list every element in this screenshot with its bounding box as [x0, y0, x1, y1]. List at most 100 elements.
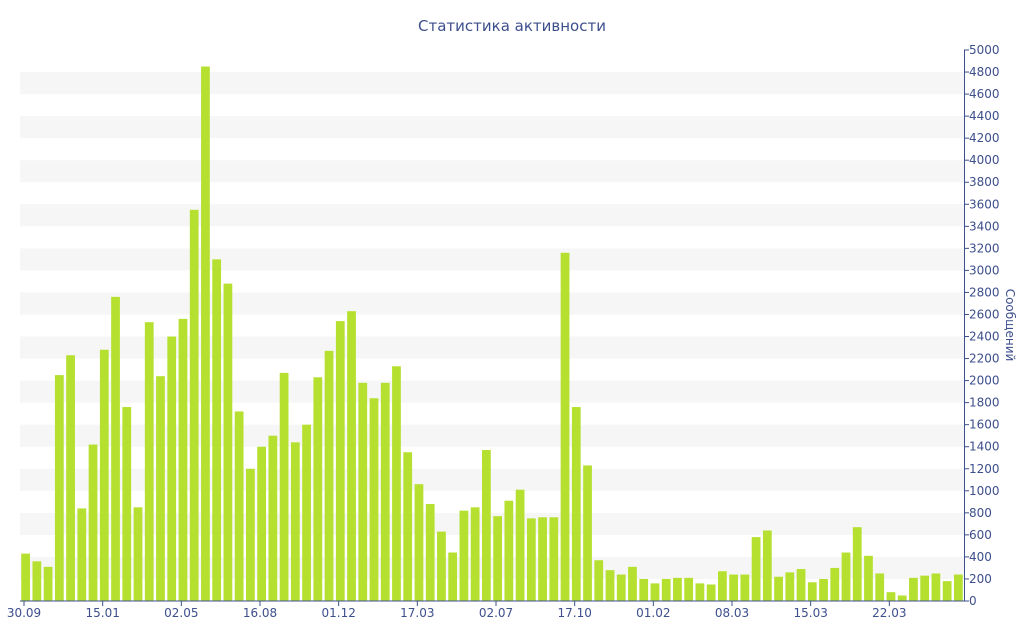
bar — [448, 552, 458, 601]
bar — [482, 450, 491, 601]
bar — [796, 569, 806, 601]
bar — [88, 444, 98, 601]
bar — [549, 517, 559, 601]
y-tick-label: 4800 — [969, 65, 1000, 79]
bar — [661, 578, 671, 601]
bar — [909, 577, 918, 601]
bar — [729, 574, 739, 601]
bar — [156, 376, 165, 601]
grid-band — [20, 336, 964, 359]
bar — [437, 531, 446, 601]
bar — [246, 468, 255, 601]
bar — [616, 574, 626, 601]
y-tick-label: 600 — [969, 528, 992, 542]
y-tick-label: 1000 — [969, 484, 1000, 498]
y-ticks: 0 200 400 600 800 1000 1200 1400 1600 1800 2000 220… — [964, 43, 1000, 608]
grid-band — [20, 204, 964, 227]
bar — [897, 595, 907, 601]
bar — [605, 570, 615, 601]
bar — [122, 407, 132, 601]
y-tick-label: 5000 — [969, 43, 1000, 57]
bar — [66, 355, 75, 601]
bar — [234, 411, 244, 601]
grid-band — [20, 424, 964, 447]
x-tick-label: 22.03 — [872, 606, 906, 620]
y-tick-label: 4400 — [969, 109, 1000, 123]
bar — [594, 560, 604, 601]
bar — [684, 577, 694, 601]
x-tick-label: 01.12 — [321, 606, 355, 620]
bar — [830, 567, 840, 601]
x-tick-label: 15.03 — [793, 606, 827, 620]
bar — [111, 296, 120, 601]
bar — [493, 516, 503, 601]
bar — [32, 561, 42, 601]
bar — [762, 530, 772, 601]
y-tick-label: 2200 — [969, 352, 1000, 366]
y-tick-label: 400 — [969, 550, 992, 564]
y-tick-label: 2400 — [969, 330, 1000, 344]
y-tick-label: 4600 — [969, 87, 1000, 101]
bar — [425, 504, 435, 601]
x-ticks: 30.09 15.01 02.05 16.08 01.12 17.03 02.07 17.10… — [7, 601, 907, 620]
bar — [99, 349, 109, 601]
bar — [223, 283, 233, 601]
bar — [538, 517, 547, 601]
grid-band — [20, 512, 964, 535]
y-tick-label: 1800 — [969, 396, 1000, 410]
y-tick-label: 3800 — [969, 175, 1000, 189]
grid-band — [20, 72, 964, 95]
y-tick-label: 1400 — [969, 440, 1000, 454]
y-tick-label: 2800 — [969, 285, 1000, 299]
bars — [21, 66, 963, 602]
y-tick-label: 2000 — [969, 374, 1000, 388]
bar — [650, 583, 660, 601]
bar — [920, 575, 930, 601]
y-tick-label: 3000 — [969, 263, 1000, 277]
bar — [358, 382, 368, 601]
y-axis-label: Сообщений — [1003, 289, 1017, 362]
x-tick-label: 02.07 — [479, 606, 513, 620]
y-tick-label: 800 — [969, 506, 992, 520]
bar — [167, 336, 177, 601]
bar — [864, 555, 873, 601]
bar — [706, 584, 716, 601]
y-tick-label: 200 — [969, 572, 992, 586]
y-tick-label: 3400 — [969, 219, 1000, 233]
bar — [751, 537, 761, 601]
bar — [785, 572, 795, 601]
bar — [212, 259, 222, 601]
bar — [931, 573, 941, 601]
bar — [504, 500, 514, 601]
bar — [852, 527, 862, 601]
bar — [628, 566, 637, 601]
x-tick-label: 17.03 — [400, 606, 434, 620]
bar — [560, 252, 570, 601]
x-tick-label: 30.09 — [7, 606, 41, 620]
bar — [189, 209, 199, 602]
y-tick-label: 2600 — [969, 307, 1000, 321]
bar — [279, 372, 289, 601]
x-tick-label: 15.01 — [85, 606, 119, 620]
x-tick-label: 08.03 — [715, 606, 749, 620]
bar — [335, 321, 345, 601]
bar — [201, 66, 210, 601]
bar — [841, 552, 851, 601]
bar — [133, 507, 143, 601]
bar — [414, 484, 424, 601]
bar — [54, 375, 64, 601]
grid-band — [20, 468, 964, 491]
grid-band — [20, 292, 964, 315]
y-tick-label: 3200 — [969, 241, 1000, 255]
grid-bands — [20, 72, 964, 579]
bar — [954, 574, 963, 601]
bar — [526, 518, 536, 601]
bar — [144, 322, 154, 601]
bar — [639, 578, 649, 601]
bar — [392, 366, 401, 601]
bar — [695, 583, 705, 601]
bar — [257, 446, 267, 601]
bar — [774, 576, 783, 601]
bar — [324, 350, 334, 601]
